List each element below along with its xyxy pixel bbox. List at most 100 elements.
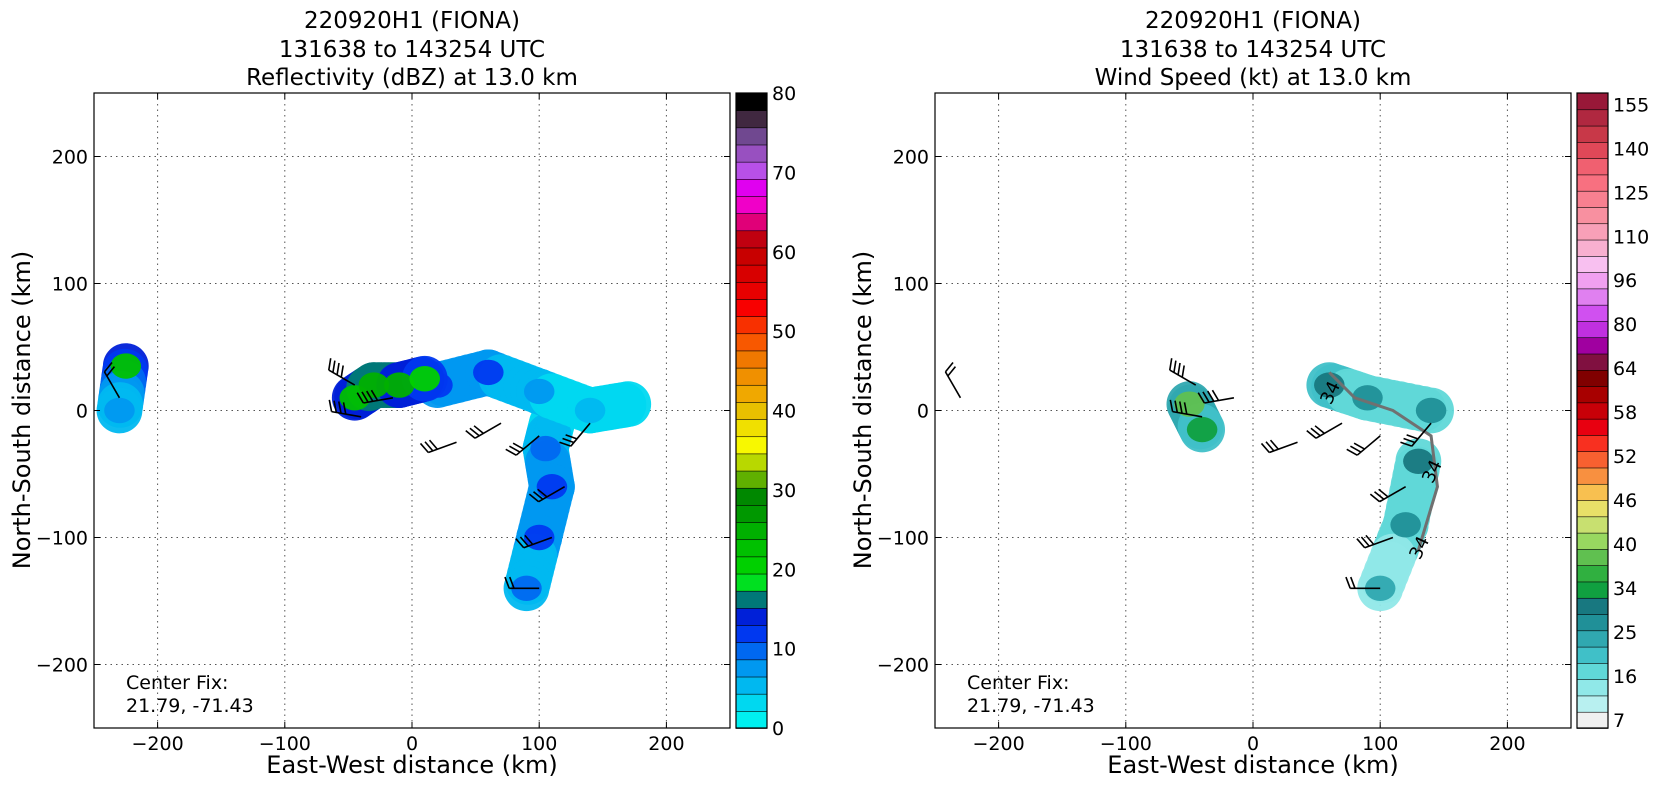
field-core xyxy=(104,397,135,424)
colorbar-segment xyxy=(735,435,768,455)
y-tick-label: −100 xyxy=(36,528,88,550)
colorbar-tick-label: 110 xyxy=(1613,226,1649,248)
colorbar-segment xyxy=(1576,239,1609,257)
left-reflectivity-field xyxy=(96,343,652,612)
x-tick-label: −100 xyxy=(1100,733,1152,755)
right-title-line-3: Wind Speed (kt) at 13.0 km xyxy=(1095,65,1412,91)
x-tick-label: 200 xyxy=(648,733,684,755)
field-core xyxy=(1390,512,1421,538)
colorbar-segment xyxy=(1576,108,1609,127)
colorbar-segment xyxy=(735,401,768,420)
colorbar-segment xyxy=(735,247,768,266)
colorbar-segment xyxy=(735,367,768,386)
left-title-line-1: 220920H1 (FIONA) xyxy=(304,8,520,34)
left-ticks: −200 −100 0 100 200 −200 −100 0 100 200 xyxy=(36,93,730,755)
colorbar-segment xyxy=(735,573,768,592)
colorbar-segment xyxy=(1576,532,1609,550)
colorbar-segment xyxy=(1576,613,1609,632)
colorbar-segment xyxy=(1576,92,1609,111)
colorbar-segment xyxy=(735,350,768,369)
left-annotation-line-2: 21.79, -71.43 xyxy=(126,695,254,717)
colorbar-tick-label: 46 xyxy=(1613,490,1637,512)
colorbar-segment xyxy=(735,556,768,575)
colorbar-segment xyxy=(735,127,768,146)
colorbar-segment xyxy=(735,315,768,335)
colorbar-segment xyxy=(735,693,768,712)
colorbar-segment xyxy=(1576,255,1609,273)
field-region-northern-arc xyxy=(1306,362,1454,434)
colorbar-segment xyxy=(1576,499,1609,518)
wind-barb xyxy=(327,358,356,386)
colorbar-tick-label: 60 xyxy=(772,242,796,264)
left-plot-area xyxy=(94,93,730,728)
colorbar-segment xyxy=(735,418,768,438)
field-region-outlier xyxy=(96,343,149,434)
wind-barb xyxy=(103,362,121,399)
colorbar-segment xyxy=(735,212,768,232)
colorbar-segment xyxy=(1576,320,1609,339)
wind-barb xyxy=(1168,358,1197,386)
colorbar-segment xyxy=(1576,190,1609,208)
wind-barb xyxy=(1260,439,1298,454)
colorbar-segment xyxy=(1576,141,1609,159)
x-tick-label: 100 xyxy=(521,733,557,755)
colorbar-segment xyxy=(1576,157,1609,176)
left-colorbar: 0 10 20 30 40 50 60 70 80 xyxy=(735,83,796,740)
colorbar-tick-label: 20 xyxy=(772,559,796,581)
right-x-axis-label: East-West distance (km) xyxy=(1107,751,1398,779)
colorbar-segment xyxy=(735,487,768,506)
left-wind-barbs xyxy=(103,358,591,590)
colorbar-segment xyxy=(735,384,768,403)
left-annotation-line-1: Center Fix: xyxy=(126,672,228,694)
colorbar-segment xyxy=(735,92,768,111)
colorbar-tick-label: 40 xyxy=(1613,534,1637,556)
colorbar-tick-label: 0 xyxy=(772,718,784,740)
field-core xyxy=(523,378,555,405)
colorbar-segment xyxy=(1576,450,1609,469)
colorbar-segment xyxy=(735,590,768,609)
colorbar-segment xyxy=(1576,336,1609,355)
field-core xyxy=(1415,397,1447,424)
colorbar-frame xyxy=(1576,92,1609,729)
colorbar-segment xyxy=(735,607,768,626)
colorbar-segment xyxy=(1576,483,1609,501)
left-title-line-3: Reflectivity (dBZ) at 13.0 km xyxy=(246,65,578,91)
colorbar-tick-label: 58 xyxy=(1613,402,1637,424)
colorbar-tick-label: 50 xyxy=(772,321,796,343)
field-region-southern-band xyxy=(503,400,575,612)
colorbar-tick-label: 16 xyxy=(1613,666,1637,688)
x-tick-label: −200 xyxy=(132,733,184,755)
wind-speed-panel: 220920H1 (FIONA) 131638 to 143254 UTC Wi… xyxy=(849,8,1649,779)
colorbar-segment xyxy=(1576,695,1609,713)
colorbar-segment xyxy=(735,298,768,317)
field-core xyxy=(473,359,504,386)
colorbar-segment xyxy=(735,676,768,695)
colorbar-segment xyxy=(735,109,768,129)
colorbar-tick-label: 25 xyxy=(1613,622,1637,644)
right-wind-speed-field xyxy=(1166,362,1454,612)
x-tick-label: 200 xyxy=(1489,733,1525,755)
colorbar-segment xyxy=(1576,304,1609,322)
colorbar-segment xyxy=(735,144,768,163)
wind-barb xyxy=(465,422,502,439)
y-tick-label: 0 xyxy=(76,401,88,423)
colorbar-tick-label: 40 xyxy=(772,401,796,423)
wind-barb xyxy=(356,389,394,404)
field-core xyxy=(530,435,561,462)
colorbar-segment xyxy=(735,504,768,523)
colorbar-tick-label: 125 xyxy=(1613,182,1649,204)
wind-barb xyxy=(1369,486,1407,503)
wind-barb xyxy=(944,362,962,399)
left-grid xyxy=(94,93,730,728)
right-title-line-2: 131638 to 143254 UTC xyxy=(1120,37,1386,63)
left-y-axis-label: North-South distance (km) xyxy=(8,251,36,570)
y-tick-label: 200 xyxy=(52,147,88,169)
colorbar-segment xyxy=(735,161,768,180)
colorbar-segment xyxy=(735,659,768,678)
field-core xyxy=(1403,448,1434,474)
right-annotation-line-2: 21.79, -71.43 xyxy=(967,695,1095,717)
colorbar-segment xyxy=(1576,564,1609,583)
colorbar-tick-label: 7 xyxy=(1613,710,1625,732)
x-tick-label: 100 xyxy=(1362,733,1398,755)
